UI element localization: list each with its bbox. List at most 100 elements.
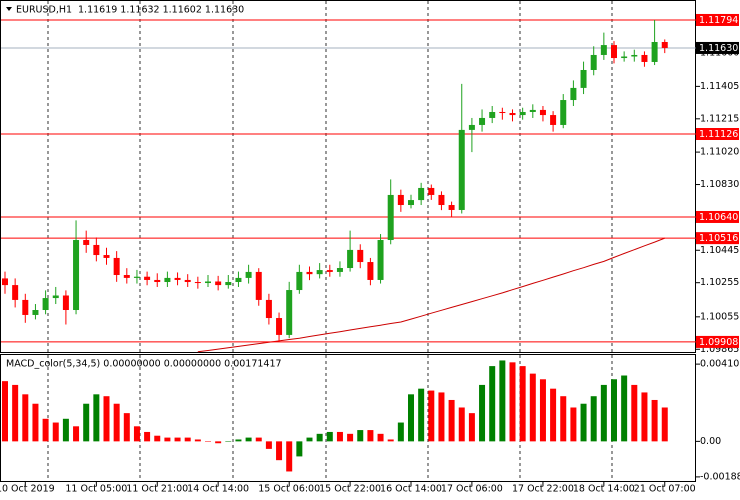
y-tick-label: 1.10830	[700, 179, 739, 190]
candle-body	[225, 282, 232, 286]
x-tick-label: 17 Oct 22:00	[512, 484, 574, 495]
macd-bar	[377, 433, 384, 442]
macd-bar	[235, 439, 242, 442]
macd-bar	[42, 418, 49, 442]
level-label: 1.10516	[699, 233, 738, 244]
candle-body	[62, 295, 69, 311]
macd-bar	[103, 396, 110, 442]
x-tick-label: 17 Oct 06:00	[441, 484, 503, 495]
candle-body	[286, 290, 293, 335]
candle-body	[458, 129, 465, 210]
macd-bar	[2, 381, 8, 442]
macd-bar	[428, 390, 435, 442]
macd-bar	[489, 366, 496, 442]
macd-bar	[144, 431, 151, 442]
candle-body	[306, 271, 313, 275]
macd-bar	[326, 431, 333, 442]
candle-body	[570, 87, 577, 101]
candle-body	[560, 100, 567, 125]
macd-bar	[367, 430, 374, 442]
candle-body	[418, 187, 425, 201]
y-tick-label: 1.11405	[700, 81, 739, 92]
candle-body	[265, 299, 272, 319]
macd-bar	[52, 422, 59, 442]
plot: 1.116001.114051.112151.110201.108301.104…	[0, 13, 740, 495]
y-tick-label: 1.10255	[700, 277, 739, 288]
candle-body	[93, 244, 100, 256]
candle-body	[509, 113, 516, 116]
day-separators	[47, 1, 613, 482]
candle-body	[32, 310, 39, 315]
candle-body	[164, 277, 171, 283]
macd-bar	[336, 431, 343, 442]
x-tick-label: 18 Oct 14:00	[573, 484, 635, 495]
macd-bar	[22, 394, 29, 442]
macd-bar	[133, 426, 140, 442]
level-box	[696, 128, 739, 141]
candle-body	[357, 249, 364, 263]
header-arrow	[6, 7, 12, 11]
macd-bar	[387, 439, 394, 442]
candle-body	[499, 111, 506, 114]
candle-body	[651, 41, 658, 62]
candle-body	[326, 270, 333, 272]
x-tick-label: 11 Oct 05:00	[65, 484, 127, 495]
candle-body	[387, 194, 394, 241]
candle-body	[438, 194, 445, 206]
y-tick-label: 1.10445	[700, 245, 739, 256]
macd-bar	[245, 437, 252, 442]
x-tick-label: 16 Oct 14:00	[380, 484, 442, 495]
macd-bar	[306, 437, 313, 442]
macd-bar	[12, 384, 19, 442]
macd-bar	[408, 394, 414, 442]
candle-body	[296, 271, 303, 291]
macd-bar	[661, 407, 668, 442]
macd-bar	[458, 407, 465, 442]
macd-bar	[621, 375, 628, 442]
current-price-box	[696, 41, 739, 54]
macd-bar	[154, 435, 161, 442]
candle-body	[123, 275, 130, 278]
candle-body	[661, 41, 668, 48]
candle-body	[276, 318, 283, 335]
macd-bar	[438, 392, 445, 442]
macd-bar	[448, 399, 455, 442]
candle-body	[73, 240, 80, 311]
y-tick-label: 1.11020	[700, 147, 739, 158]
level-label: 1.11126	[699, 129, 738, 140]
level-label: 1.09908	[699, 337, 738, 348]
x-tick-label: 15 Oct 22:00	[319, 484, 381, 495]
macd-bar	[468, 413, 475, 442]
macd-y-tick-label: 0.00	[700, 436, 721, 447]
x-tick-label: 14 Oct 14:00	[187, 484, 249, 495]
candle-body	[22, 299, 29, 315]
candle-body	[205, 281, 211, 284]
candle-body	[154, 279, 161, 283]
macd-bar	[529, 373, 536, 442]
macd-bar	[580, 403, 587, 442]
x-tick-label: 15 Oct 06:00	[258, 484, 320, 495]
symbol: EURUSD,H1	[16, 5, 72, 16]
x-tick-label: 21 Oct 07:00	[634, 484, 696, 495]
candle-body	[611, 45, 617, 59]
candle-body	[336, 268, 343, 272]
candle-body	[397, 194, 404, 206]
macd-bar	[560, 396, 567, 442]
macd-bar	[509, 362, 516, 442]
candle-body	[255, 271, 262, 300]
candle-body	[235, 277, 242, 283]
candle-body	[42, 298, 49, 311]
level-label: 1.10640	[699, 212, 738, 223]
macd-bar	[205, 441, 211, 442]
macd-bar	[93, 394, 100, 442]
macd-bar	[590, 396, 597, 442]
candle-body	[519, 111, 526, 116]
macd-bar	[62, 418, 69, 442]
macd-bar	[83, 403, 90, 442]
x-tick-label: 11 Oct 21:00	[126, 484, 188, 495]
candle-body	[144, 276, 151, 280]
macd-bar	[194, 439, 201, 442]
macd-y-tick-label: -0.001889	[700, 471, 740, 482]
macd-bar	[347, 433, 354, 442]
macd-y-tick-label: 0.0041055	[700, 359, 740, 370]
